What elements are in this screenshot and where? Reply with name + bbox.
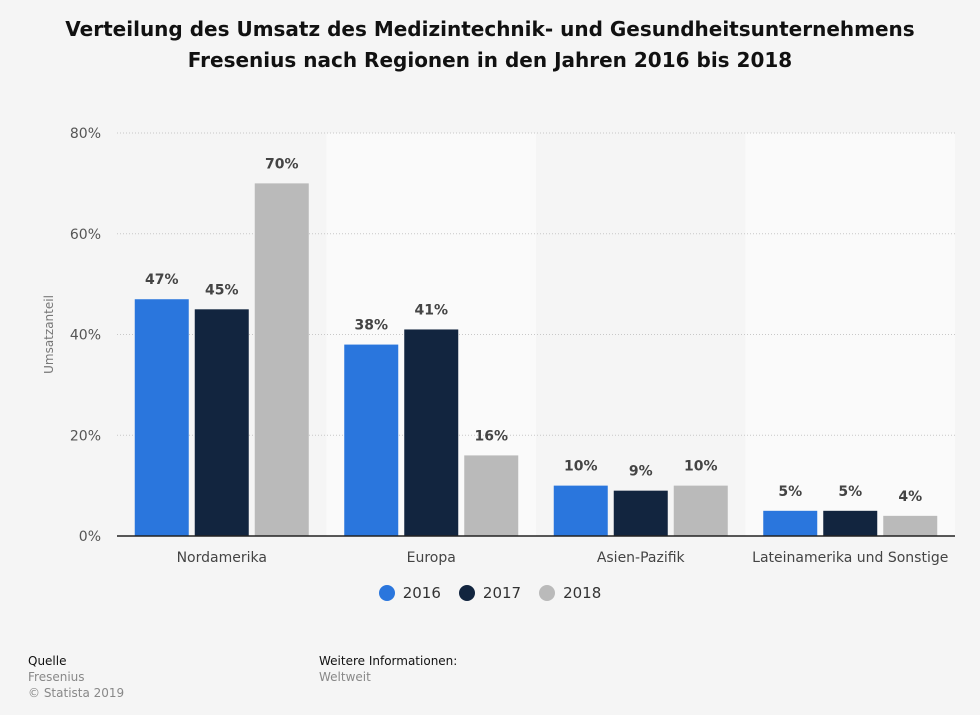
legend-item-2018[interactable]: 2018	[539, 584, 601, 602]
data-label: 70%	[265, 156, 299, 172]
legend-item-2016[interactable]: 2016	[378, 584, 441, 602]
data-label: 10%	[564, 459, 598, 475]
legend-label-2018: 2018	[563, 584, 602, 602]
legend-swatch-2018	[539, 585, 556, 601]
y-tick-label: 20%	[70, 428, 101, 444]
plot-band	[745, 133, 955, 536]
data-label: 47%	[145, 272, 179, 288]
y-tick-label: 0%	[79, 529, 101, 545]
bar-2018-1	[464, 455, 519, 536]
data-label: 10%	[684, 459, 718, 475]
bar-chart: 0% 20% 40% 60% 80% Umsatzanteil 47% 45% 70% Norda…	[42, 126, 955, 566]
bar-2018-3	[883, 515, 938, 536]
legend-label-2017: 2017	[482, 584, 522, 602]
bar-2017-3	[823, 510, 878, 536]
x-tick-label: Europa	[407, 550, 456, 566]
x-tick-label: Lateinamerika und Sonstige	[752, 550, 948, 566]
source-heading[interactable]: Quelle	[28, 654, 67, 668]
chart-title: Verteilung des Umsatz des Medizintechnik…	[65, 17, 915, 72]
bar-2016-1	[344, 344, 399, 536]
data-label: 9%	[629, 464, 653, 480]
y-axis-title: Umsatzanteil	[42, 295, 56, 374]
bar-2017-1	[404, 329, 459, 536]
x-tick-label: Asien-Pazifik	[597, 550, 686, 566]
data-label: 38%	[354, 318, 388, 334]
bar-2016-3	[763, 510, 818, 536]
bar-2018-2	[673, 485, 728, 536]
legend-item-2017[interactable]: 2017	[458, 584, 522, 602]
bar-2017-0	[194, 309, 249, 536]
legend-swatch-2017	[458, 585, 475, 601]
y-tick-label: 40%	[70, 328, 101, 344]
bar-2016-2	[553, 485, 608, 536]
data-label: 41%	[414, 302, 448, 318]
info-value: Weltweit	[319, 670, 371, 684]
y-tick-label: 80%	[70, 126, 101, 142]
source-block: Quelle Fresenius © Statista 2019	[28, 653, 124, 701]
x-tick-label: Nordamerika	[177, 550, 267, 566]
data-label: 45%	[205, 282, 239, 298]
data-label: 5%	[838, 484, 862, 500]
data-label: 4%	[898, 489, 922, 505]
copyright: © Statista 2019	[28, 686, 125, 700]
legend-label-2016: 2016	[402, 584, 441, 602]
info-heading[interactable]: Weitere Informationen:	[319, 654, 458, 668]
legend-swatch-2016	[378, 585, 395, 601]
bar-2018-0	[254, 183, 309, 536]
bar-2016-0	[134, 299, 189, 536]
legend: 2016 2017 2018	[0, 584, 980, 602]
source-name: Fresenius	[28, 670, 85, 684]
info-block: Weitere Informationen: Weltweit	[319, 653, 457, 685]
bar-2017-2	[613, 490, 668, 536]
data-label: 5%	[778, 484, 802, 500]
y-tick-label: 60%	[70, 227, 101, 243]
data-label: 16%	[474, 428, 508, 444]
